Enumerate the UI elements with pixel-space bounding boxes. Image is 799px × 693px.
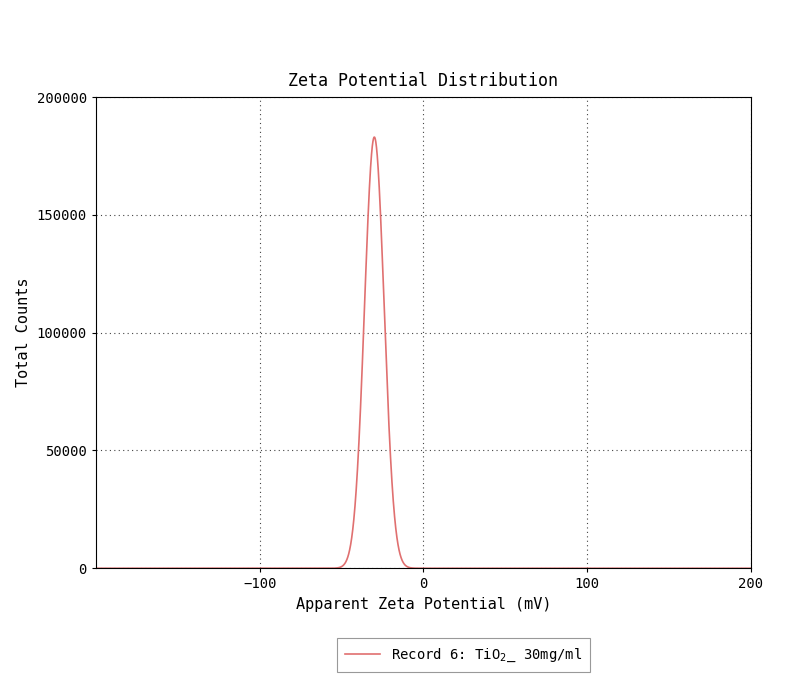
X-axis label: Apparent Zeta Potential (mV): Apparent Zeta Potential (mV): [296, 597, 551, 612]
Legend: Record 6: TiO$_2$_ 30mg/ml: Record 6: TiO$_2$_ 30mg/ml: [336, 638, 590, 672]
Y-axis label: Total Counts: Total Counts: [16, 278, 31, 387]
Title: Zeta Potential Distribution: Zeta Potential Distribution: [288, 72, 559, 90]
